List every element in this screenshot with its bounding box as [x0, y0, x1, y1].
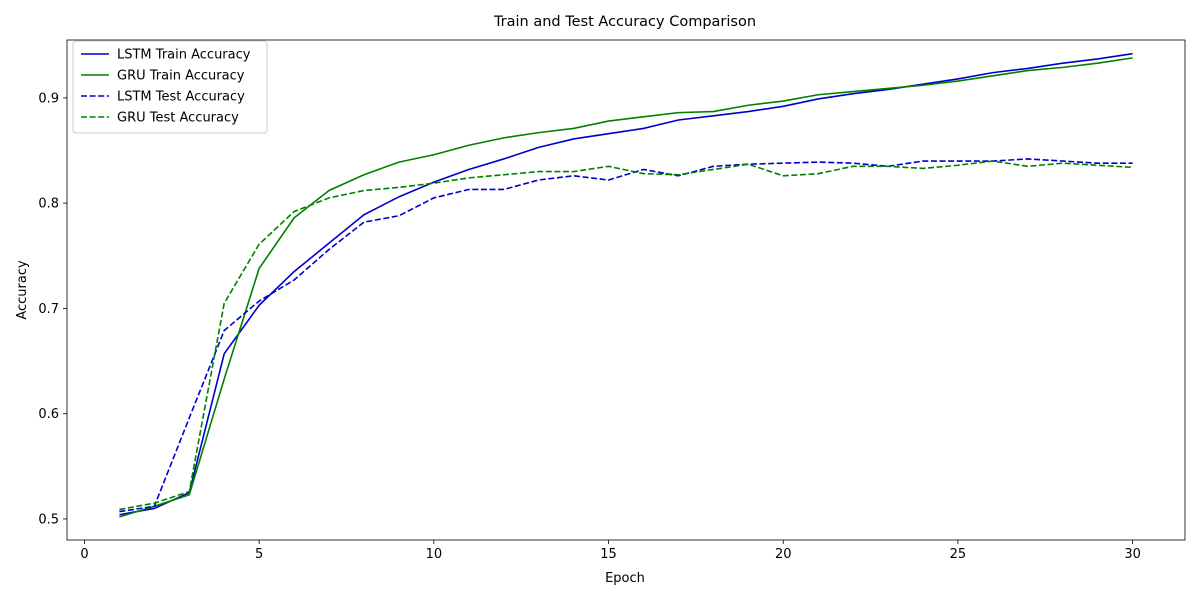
y-tick-label: 0.9: [38, 91, 59, 106]
y-tick-label: 0.7: [38, 302, 59, 317]
x-tick-label: 20: [775, 547, 792, 562]
plot-frame: [66, 39, 1186, 541]
y-tick-label: 0.8: [38, 197, 59, 212]
legend-label: GRU Train Accuracy: [117, 69, 245, 84]
series-line-gru-test-accuracy: [119, 160, 1133, 511]
legend-label: GRU Test Accuracy: [117, 111, 239, 126]
y-axis-label: Accuracy: [15, 260, 30, 320]
chart-title: Train and Test Accuracy Comparison: [493, 14, 756, 30]
series-line-lstm-test-accuracy: [119, 158, 1133, 513]
plot-area: [66, 39, 1186, 541]
x-tick-label: 30: [1124, 547, 1141, 562]
y-axis: 0.5 0.6 0.7 0.8 0.9: [38, 91, 67, 527]
x-tick-label: 5: [255, 547, 263, 562]
x-tick-label: 0: [80, 547, 88, 562]
x-tick-label: 10: [426, 547, 443, 562]
legend-box: [72, 40, 268, 134]
y-tick-label: 0.6: [38, 407, 59, 422]
x-tick-label: 15: [600, 547, 617, 562]
legend-label: LSTM Train Accuracy: [117, 48, 251, 63]
legend: LSTM Train Accuracy GRU Train Accuracy LST…: [72, 40, 268, 134]
series-line-gru-train-accuracy: [119, 57, 1133, 518]
x-tick-label: 25: [950, 547, 967, 562]
series-line-lstm-train-accuracy: [119, 52, 1133, 516]
y-tick-label: 0.5: [38, 512, 59, 527]
x-axis-label: Epoch: [605, 571, 645, 586]
legend-label: LSTM Test Accuracy: [117, 90, 245, 105]
x-axis: 0 5 10 15 20 25 30: [80, 540, 1141, 562]
